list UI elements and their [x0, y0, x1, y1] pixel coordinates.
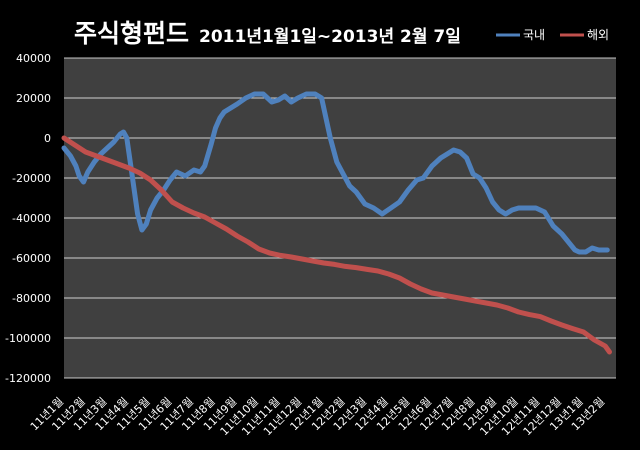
y-tick-label: -40000: [12, 212, 51, 225]
y-tick-label: -120000: [5, 372, 51, 385]
chart-title: 주식형펀드: [74, 19, 190, 48]
y-tick-label: -80000: [12, 292, 51, 305]
y-tick-label: 20000: [16, 92, 51, 105]
y-tick-label: -20000: [12, 172, 51, 185]
legend-label: 국내: [523, 28, 545, 42]
y-axis: 40000 20000 0 -20000 -40000 -60000 -80000 -1000…: [5, 52, 51, 385]
legend-label: 해외: [587, 28, 609, 42]
series-line-domestic: [61, 91, 610, 255]
chart-subtitle: 2011년1월1일~2013년 2월 7일: [199, 27, 461, 47]
chart-title-block: 주식형펀드 2011년1월1일~2013년 2월 7일: [74, 14, 461, 50]
legend: 국내 해외: [496, 28, 609, 42]
y-tick-label: -100000: [5, 332, 51, 345]
series-line-overseas: [61, 135, 612, 355]
gridlines: [64, 57, 616, 379]
y-tick-label: -60000: [12, 252, 51, 265]
series-lines: [61, 91, 612, 355]
y-tick-label: 0: [44, 132, 51, 145]
x-axis: 11년1월11년2월11년3월11년4월11년5월11년6월11년7월11년8월…: [28, 395, 608, 438]
y-tick-label: 40000: [16, 52, 51, 65]
